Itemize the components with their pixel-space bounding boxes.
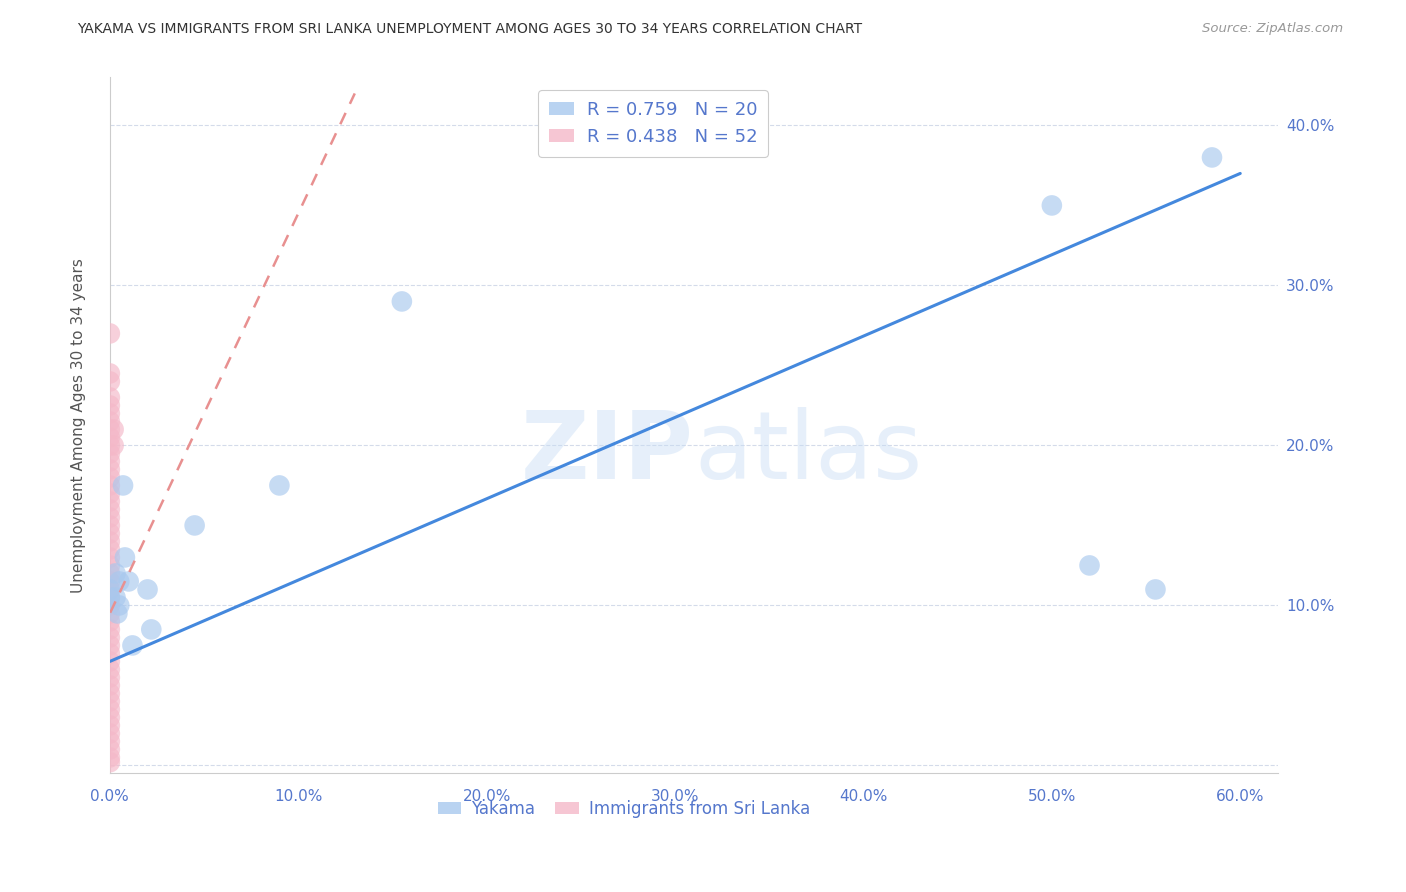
Point [98, 591, 121, 605]
Point [98, 391, 121, 405]
Point [98, 686, 121, 700]
Point [98, 702, 121, 716]
Point [98, 526, 121, 541]
Point [98, 582, 121, 597]
Point [98, 502, 121, 516]
Point [108, 574, 131, 589]
Point [98, 550, 121, 565]
Point [98, 375, 121, 389]
Point [98, 710, 121, 724]
Point [98, 542, 121, 557]
Point [391, 294, 413, 309]
Y-axis label: Unemployment Among Ages 30 to 34 years: Unemployment Among Ages 30 to 34 years [72, 258, 86, 593]
Point [98, 655, 121, 669]
Point [98, 470, 121, 484]
Point [98, 756, 121, 770]
Point [98, 462, 121, 476]
Point [98, 726, 121, 740]
Point [98, 414, 121, 428]
Point [1040, 198, 1063, 212]
Point [98, 591, 121, 605]
Point [98, 518, 121, 533]
Text: Source: ZipAtlas.com: Source: ZipAtlas.com [1202, 22, 1343, 36]
Point [98, 742, 121, 756]
Point [98, 582, 121, 597]
Point [121, 639, 143, 653]
Point [98, 422, 121, 436]
Point [136, 582, 159, 597]
Point [98, 678, 121, 692]
Point [98, 623, 121, 637]
Point [269, 478, 291, 492]
Point [98, 647, 121, 661]
Point [98, 454, 121, 468]
Point [1078, 558, 1101, 573]
Point [104, 566, 127, 581]
Point [104, 591, 127, 605]
Point [98, 734, 121, 748]
Point [108, 599, 131, 613]
Point [98, 399, 121, 413]
Point [112, 478, 135, 492]
Point [98, 662, 121, 676]
Text: YAKAMA VS IMMIGRANTS FROM SRI LANKA UNEMPLOYMENT AMONG AGES 30 TO 34 YEARS CORRE: YAKAMA VS IMMIGRANTS FROM SRI LANKA UNEM… [77, 22, 862, 37]
Point [98, 574, 121, 589]
Point [114, 550, 136, 565]
Text: ZIP: ZIP [522, 408, 695, 500]
Point [98, 558, 121, 573]
Point [1201, 151, 1223, 165]
Point [98, 639, 121, 653]
Point [118, 574, 141, 589]
Point [98, 438, 121, 452]
Point [98, 478, 121, 492]
Point [98, 694, 121, 708]
Point [98, 326, 121, 341]
Point [98, 446, 121, 460]
Point [98, 430, 121, 444]
Point [98, 615, 121, 629]
Point [98, 406, 121, 420]
Point [98, 510, 121, 524]
Point [103, 438, 125, 452]
Point [98, 631, 121, 645]
Point [98, 750, 121, 764]
Point [98, 599, 121, 613]
Point [141, 623, 163, 637]
Point [98, 566, 121, 581]
Point [98, 607, 121, 621]
Point [98, 670, 121, 684]
Point [183, 518, 205, 533]
Point [1144, 582, 1167, 597]
Point [105, 607, 128, 621]
Text: atlas: atlas [695, 408, 922, 500]
Point [98, 494, 121, 508]
Point [98, 718, 121, 732]
Point [103, 422, 125, 436]
Point [98, 367, 121, 381]
Legend: Yakama, Immigrants from Sri Lanka: Yakama, Immigrants from Sri Lanka [432, 793, 817, 824]
Point [98, 486, 121, 500]
Point [98, 534, 121, 549]
